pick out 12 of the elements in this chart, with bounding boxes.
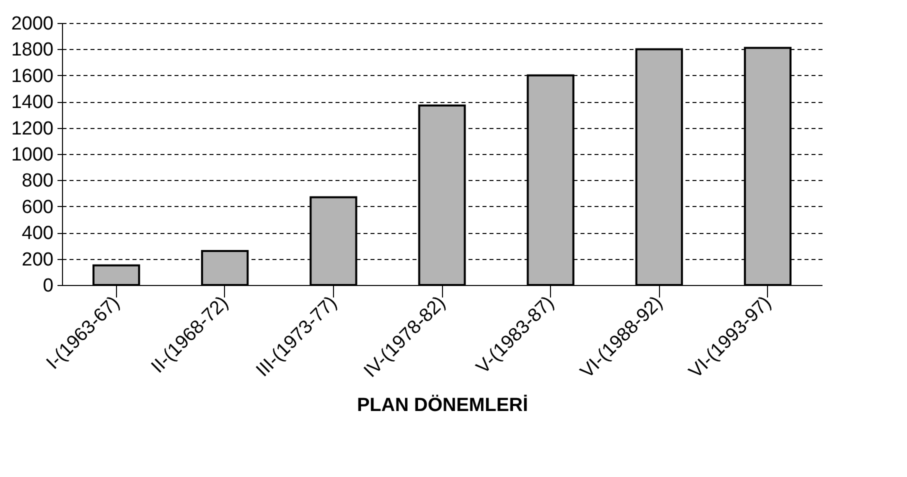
y-tick-label: 1800 — [11, 40, 54, 61]
y-tick-label: 1600 — [11, 66, 54, 87]
y-tick-label: 0 — [42, 276, 54, 296]
x-axis-title: PLAN DÖNEMLERİ — [357, 394, 528, 416]
y-tick-label: 400 — [22, 223, 54, 244]
y-tick-label: 600 — [22, 196, 54, 218]
y-tick-label: 800 — [22, 170, 54, 192]
y-tick-label: 1400 — [11, 92, 54, 114]
y-tick-label: 1000 — [11, 144, 54, 166]
y-tick-label: 200 — [22, 249, 54, 270]
y-tick-label: 1200 — [11, 118, 54, 140]
y-tick-label: 2000 — [11, 14, 54, 34]
